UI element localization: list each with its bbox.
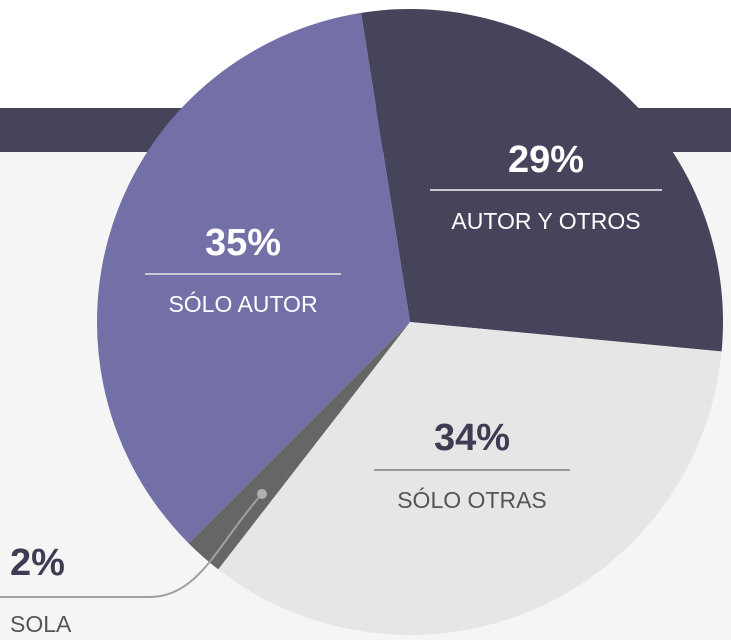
leader-dot — [257, 489, 267, 499]
pie-slice — [218, 322, 722, 636]
category-label: AUTOR Y OTROS — [451, 208, 640, 234]
leader-line — [0, 493, 263, 598]
category-label: SÓLO OTRAS — [397, 487, 547, 513]
pie-slice — [361, 9, 724, 352]
value-label: 35% — [205, 222, 281, 264]
value-label: 34% — [434, 417, 510, 459]
value-label: 29% — [508, 139, 584, 181]
category-label: SÓLO AUTOR — [168, 291, 317, 317]
value-label: 2% — [10, 542, 65, 584]
pie-slice — [97, 12, 411, 544]
pie-slice — [188, 322, 410, 570]
category-label: SOLA — [10, 611, 72, 637]
